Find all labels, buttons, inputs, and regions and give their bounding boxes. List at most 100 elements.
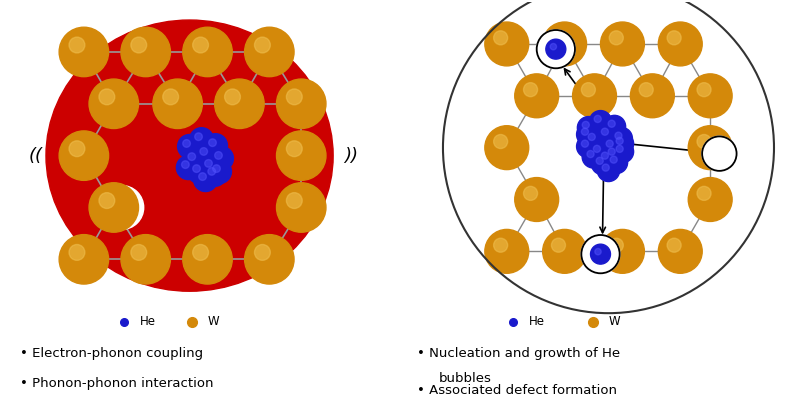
Circle shape xyxy=(582,129,605,151)
Circle shape xyxy=(121,235,170,284)
Circle shape xyxy=(596,123,618,145)
Circle shape xyxy=(688,126,732,170)
Circle shape xyxy=(597,159,619,182)
Circle shape xyxy=(608,238,623,252)
Circle shape xyxy=(178,135,201,158)
Circle shape xyxy=(493,135,507,149)
Circle shape xyxy=(182,147,207,172)
Circle shape xyxy=(59,131,109,181)
Circle shape xyxy=(581,83,594,97)
Circle shape xyxy=(277,183,325,232)
Circle shape xyxy=(638,83,652,97)
Circle shape xyxy=(99,193,114,208)
Circle shape xyxy=(607,148,615,155)
Circle shape xyxy=(702,136,736,171)
Circle shape xyxy=(600,22,644,66)
Circle shape xyxy=(581,128,588,135)
Circle shape xyxy=(514,74,558,118)
Circle shape xyxy=(189,128,213,152)
Circle shape xyxy=(577,116,599,139)
Circle shape xyxy=(193,168,217,191)
Text: He: He xyxy=(139,316,156,328)
Circle shape xyxy=(586,150,594,158)
Circle shape xyxy=(209,146,233,170)
Circle shape xyxy=(581,121,589,129)
Circle shape xyxy=(443,0,773,313)
Circle shape xyxy=(69,141,85,157)
Circle shape xyxy=(493,31,507,45)
Circle shape xyxy=(514,178,558,221)
Circle shape xyxy=(182,27,232,77)
Circle shape xyxy=(162,89,178,105)
Circle shape xyxy=(192,165,200,172)
Text: • Phonon-phonon interaction: • Phonon-phonon interaction xyxy=(20,377,213,390)
Circle shape xyxy=(601,135,623,158)
Circle shape xyxy=(254,37,270,53)
Circle shape xyxy=(286,193,302,208)
Circle shape xyxy=(601,152,607,159)
Circle shape xyxy=(536,30,574,68)
Circle shape xyxy=(192,37,208,53)
Circle shape xyxy=(100,185,144,229)
Circle shape xyxy=(596,147,618,170)
Circle shape xyxy=(602,164,608,171)
Circle shape xyxy=(244,235,294,284)
Text: He: He xyxy=(528,316,544,328)
Circle shape xyxy=(187,160,211,183)
Text: • Nucleation and growth of He: • Nucleation and growth of He xyxy=(417,347,620,360)
Circle shape xyxy=(611,141,633,163)
Circle shape xyxy=(616,145,623,152)
Circle shape xyxy=(484,229,528,273)
Circle shape xyxy=(212,165,220,172)
Circle shape xyxy=(208,168,215,175)
Circle shape xyxy=(182,235,232,284)
Circle shape xyxy=(581,140,588,147)
Circle shape xyxy=(594,115,600,123)
Text: • Electron-phonon coupling: • Electron-phonon coupling xyxy=(20,347,203,360)
Circle shape xyxy=(484,126,528,170)
Circle shape xyxy=(607,120,615,127)
Circle shape xyxy=(551,238,564,252)
Circle shape xyxy=(616,137,623,144)
Circle shape xyxy=(581,145,603,168)
Circle shape xyxy=(581,235,619,273)
Circle shape xyxy=(696,83,710,97)
Circle shape xyxy=(614,132,621,139)
Ellipse shape xyxy=(46,20,333,291)
Circle shape xyxy=(99,89,114,105)
Text: ((: (( xyxy=(29,147,43,165)
Circle shape xyxy=(182,140,190,147)
Circle shape xyxy=(89,183,139,232)
Circle shape xyxy=(667,31,680,45)
Circle shape xyxy=(182,161,189,168)
Circle shape xyxy=(59,235,109,284)
Circle shape xyxy=(589,110,611,133)
Circle shape xyxy=(545,39,565,59)
Text: W: W xyxy=(208,316,219,328)
Text: )): )) xyxy=(344,147,358,165)
Circle shape xyxy=(121,27,170,77)
Circle shape xyxy=(204,160,212,167)
Circle shape xyxy=(608,31,623,45)
Circle shape xyxy=(195,133,202,141)
Circle shape xyxy=(523,83,537,97)
Text: • Associated defect formation: • Associated defect formation xyxy=(417,384,616,397)
Circle shape xyxy=(523,186,537,200)
Circle shape xyxy=(192,245,208,260)
Circle shape xyxy=(244,27,294,77)
Circle shape xyxy=(551,31,564,45)
Circle shape xyxy=(542,229,586,273)
Circle shape xyxy=(550,44,556,50)
Circle shape xyxy=(603,143,624,166)
Circle shape xyxy=(200,147,208,155)
Circle shape xyxy=(572,74,616,118)
Circle shape xyxy=(195,143,218,166)
Circle shape xyxy=(696,186,710,200)
Circle shape xyxy=(204,134,227,158)
Circle shape xyxy=(493,238,507,252)
Circle shape xyxy=(286,89,302,105)
Circle shape xyxy=(594,249,600,255)
Circle shape xyxy=(590,244,610,264)
Circle shape xyxy=(688,74,732,118)
Circle shape xyxy=(200,154,223,179)
